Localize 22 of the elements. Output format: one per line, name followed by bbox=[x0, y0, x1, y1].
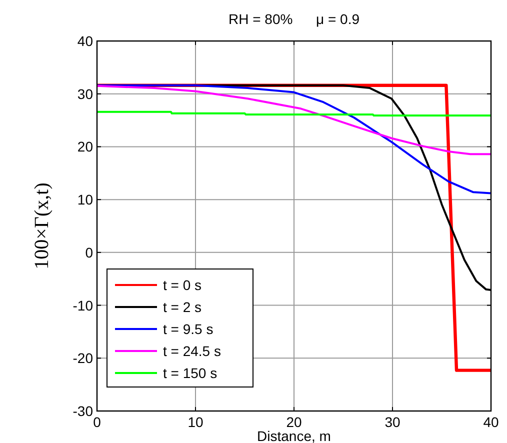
legend-label: t = 24.5 s bbox=[163, 343, 221, 359]
chart-title: RH = 80% μ = 0.9 bbox=[228, 11, 360, 27]
y-tick-label: 20 bbox=[77, 138, 94, 155]
legend-label: t = 150 s bbox=[163, 365, 218, 381]
y-tick-label: 10 bbox=[77, 192, 94, 208]
x-axis-title: Distance, m bbox=[257, 428, 331, 443]
y-tick-label: -10 bbox=[72, 297, 94, 314]
y-tick-label: -30 bbox=[72, 403, 94, 419]
line-series bbox=[97, 84, 491, 156]
legend-label: t = 2 s bbox=[163, 299, 202, 315]
legend-label: t = 0 s bbox=[163, 277, 202, 293]
y-tick-label: 0 bbox=[85, 244, 94, 260]
x-tick-label: 40 bbox=[483, 414, 499, 430]
line-series bbox=[97, 84, 491, 194]
y-tick-label: 30 bbox=[77, 86, 94, 102]
x-tick-label: 30 bbox=[384, 414, 400, 430]
y-axis-title: 100×Γ(x,t) bbox=[31, 182, 53, 270]
y-tick-label: 40 bbox=[77, 33, 94, 49]
x-tick-label: 10 bbox=[188, 414, 204, 430]
legend-label: t = 9.5 s bbox=[163, 321, 214, 337]
y-tick-label: -20 bbox=[72, 350, 94, 366]
x-tick-label: 20 bbox=[286, 414, 302, 430]
